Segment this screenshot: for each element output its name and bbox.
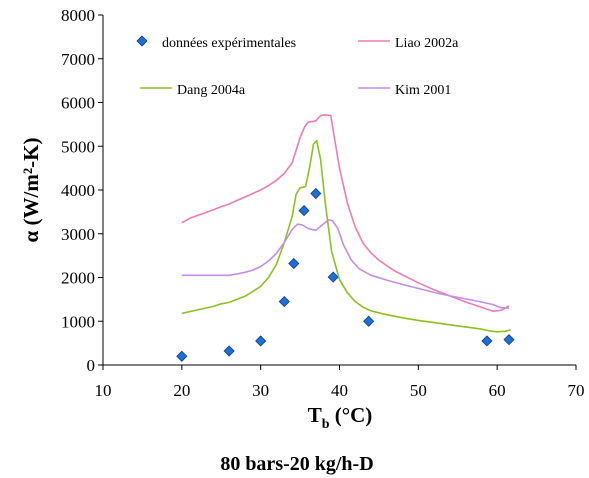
x-tick-label: 30 <box>252 381 269 400</box>
y-axis-label: α (W/m²-K) <box>19 138 43 243</box>
series-line-kim-2001 <box>181 219 510 309</box>
y-tick-label: 4000 <box>61 181 95 200</box>
legend: données expérimentales Liao 2002a Dang 200… <box>136 35 459 98</box>
chart-caption: 80 bars-20 kg/h-D <box>220 453 373 475</box>
data-point-donnees-experimentales <box>503 334 515 346</box>
legend-label: Dang 2004a <box>177 83 246 98</box>
y-tick-label: 1000 <box>61 312 95 331</box>
legend-item-liao-2002a: Liao 2002a <box>358 36 459 51</box>
y-tick-label: 0 <box>87 356 96 375</box>
x-tick-label: 20 <box>173 381 190 400</box>
x-tick-label: 40 <box>331 381 348 400</box>
legend-label: Kim 2001 <box>395 83 451 98</box>
x-axis-label: Tb (°C) <box>308 403 373 432</box>
axes: 0 1000 2000 3000 4000 5000 6000 7000 8000 10 20 30 4… <box>61 6 585 400</box>
plot-area <box>176 114 515 362</box>
legend-item-donnees-experimentales: données expérimentales <box>136 35 296 51</box>
x-tick-label: 50 <box>410 381 427 400</box>
legend-label: Liao 2002a <box>395 36 459 51</box>
y-tick-label: 5000 <box>61 137 95 156</box>
series-line-liao-2002a <box>181 114 510 312</box>
series-line-dang-2004a <box>181 139 511 333</box>
y-tick-label: 7000 <box>61 50 95 69</box>
data-point-donnees-experimentales <box>310 187 322 200</box>
legend-item-kim-2001: Kim 2001 <box>358 83 451 98</box>
x-axis-label-sub: b <box>322 417 330 432</box>
y-tick-label: 2000 <box>61 269 95 288</box>
data-point-donnees-experimentales <box>176 350 188 362</box>
x-axis-label-unit: (°C) <box>330 403 373 427</box>
data-point-donnees-experimentales <box>288 257 300 270</box>
x-tick-label: 60 <box>489 381 506 400</box>
x-axis-label-main: T <box>308 403 322 427</box>
data-point-donnees-experimentales <box>223 345 235 357</box>
data-point-donnees-experimentales <box>255 335 267 347</box>
legend-label: données expérimentales <box>162 36 296 51</box>
data-point-donnees-experimentales <box>327 271 339 283</box>
data-point-donnees-experimentales <box>298 204 310 217</box>
y-tick-label: 8000 <box>61 6 95 25</box>
x-tick-label: 70 <box>568 381 585 400</box>
data-point-donnees-experimentales <box>278 295 290 308</box>
data-point-donnees-experimentales <box>481 335 493 347</box>
x-tick-label: 10 <box>95 381 112 400</box>
data-point-donnees-experimentales <box>363 315 375 327</box>
y-tick-label: 6000 <box>61 94 95 113</box>
y-tick-label: 3000 <box>61 225 95 244</box>
legend-item-dang-2004a: Dang 2004a <box>140 83 246 98</box>
legend-swatch <box>136 35 148 47</box>
